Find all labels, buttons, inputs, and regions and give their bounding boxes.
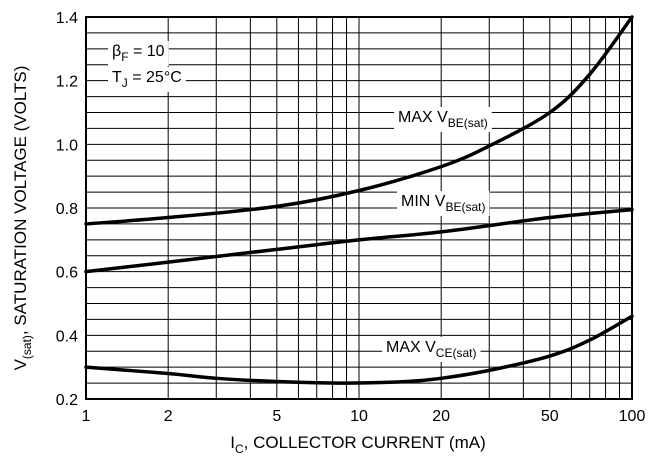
series-label-min-vbe: MIN VBE(sat) <box>401 193 485 214</box>
series-line-max-vbe-sat <box>84 15 634 226</box>
x-tick-label: 100 <box>619 408 646 425</box>
label-background <box>394 107 492 132</box>
label-background <box>397 191 490 216</box>
x-tick-label: 1 <box>82 408 91 425</box>
series-lines <box>84 15 634 385</box>
y-tick-label: 0.4 <box>56 328 78 345</box>
y-tick-label: 1.4 <box>56 10 78 27</box>
tick-labels: 1 2 5 10 20 50 100 0.2 0.4 0.6 0.8 1.0 1.2 1.4 <box>56 10 646 425</box>
y-axis-title: V(sat), SATURATION VOLTAGE (VOLTS) <box>11 66 34 371</box>
series-label-max-vbe: MAX VBE(sat) <box>398 109 488 130</box>
x-tick-label: 2 <box>164 408 173 425</box>
plot-frame <box>85 16 633 400</box>
x-tick-label: 10 <box>350 408 368 425</box>
x-tick-label: 5 <box>272 408 281 425</box>
x-tick-label: 20 <box>432 408 450 425</box>
series-line-max-vce-sat <box>84 314 634 385</box>
y-tick-label: 1.0 <box>56 137 78 154</box>
y-tick-label: 0.8 <box>56 201 78 218</box>
y-tick-label: 1.2 <box>56 74 78 91</box>
label-background <box>108 41 169 66</box>
condition-temperature: TJ = 25°C <box>112 69 182 90</box>
x-tick-label: 50 <box>541 408 559 425</box>
label-background <box>382 337 481 362</box>
x-axis-title: IC, COLLECTOR CURRENT (mA) <box>230 433 486 456</box>
condition-beta: βF = 10 <box>112 43 165 64</box>
y-tick-label: 0.2 <box>56 392 78 409</box>
series-label-max-vce: MAX VCE(sat) <box>386 339 476 360</box>
label-background <box>108 67 186 92</box>
series-line-min-vbe-sat <box>84 207 634 274</box>
y-tick-label: 0.6 <box>56 265 78 282</box>
